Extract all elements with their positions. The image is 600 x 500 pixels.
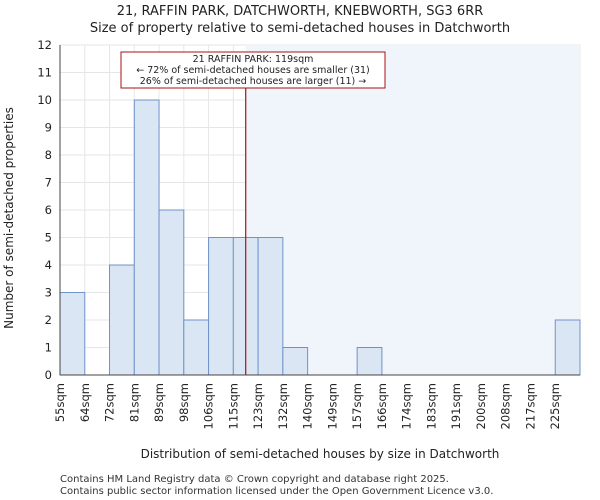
y-tick-label: 10 xyxy=(37,93,52,107)
bar-89sqm xyxy=(158,209,185,376)
x-tick-label: 157sqm xyxy=(350,383,364,429)
y-tick-label: 3 xyxy=(45,286,52,300)
bar-225sqm xyxy=(554,319,581,376)
bar-72sqm xyxy=(109,264,135,376)
y-tick-label: 5 xyxy=(45,231,52,245)
chart-title-line2: Size of property relative to semi-detach… xyxy=(90,21,510,36)
annotation-line2: ← 72% of semi-detached houses are smalle… xyxy=(136,65,370,76)
x-tick-label: 166sqm xyxy=(375,383,389,429)
x-tick-label: 191sqm xyxy=(449,383,463,429)
x-tick-label: 132sqm xyxy=(276,383,290,429)
x-tick-label: 183sqm xyxy=(424,383,438,429)
x-tick-label: 200sqm xyxy=(474,383,488,429)
x-tick-label: 140sqm xyxy=(301,383,315,429)
y-tick-label: 0 xyxy=(45,368,52,382)
y-axis-label: Number of semi-detached properties xyxy=(2,107,16,329)
x-tick-label: 149sqm xyxy=(325,383,339,429)
y-tick-label: 8 xyxy=(45,148,52,162)
x-tick-label: 81sqm xyxy=(127,383,141,422)
bar-98sqm xyxy=(183,319,210,376)
x-tick-label: 174sqm xyxy=(400,383,414,429)
annotation-frame xyxy=(120,51,386,89)
bar-55sqm xyxy=(59,292,86,376)
bar-132sqm xyxy=(282,347,309,376)
chart-title-line1: 21, RAFFIN PARK, DATCHWORTH, KNEBWORTH, … xyxy=(117,4,484,19)
bars-layer xyxy=(59,99,581,376)
shade-layer xyxy=(245,45,580,375)
annotation-box: 21 RAFFIN PARK: 119sqm ← 72% of semi-det… xyxy=(120,51,386,89)
x-tick-label: 72sqm xyxy=(103,383,117,422)
x-tick-label: 98sqm xyxy=(177,383,191,422)
footer-line2: Contains public sector information licen… xyxy=(60,486,493,497)
x-axis-label: Distribution of semi-detached houses by … xyxy=(141,447,500,461)
x-tick-label: 208sqm xyxy=(499,383,513,429)
x-tick-label: 64sqm xyxy=(78,383,92,422)
y-tick-label: 7 xyxy=(45,176,52,190)
bar-106sqm xyxy=(208,237,234,376)
y-tick-label: 11 xyxy=(37,66,52,80)
footer-line1: Contains HM Land Registry data © Crown c… xyxy=(60,474,449,485)
y-tick-label: 9 xyxy=(45,121,52,135)
y-tick-label: 2 xyxy=(45,313,52,327)
x-tick-label: 115sqm xyxy=(226,383,240,429)
x-tick-label: 123sqm xyxy=(251,383,265,429)
bar-123sqm xyxy=(257,237,284,376)
x-tick-label: 217sqm xyxy=(523,383,537,429)
annotation-line3: 26% of semi-detached houses are larger (… xyxy=(140,76,367,87)
y-tick-label: 4 xyxy=(45,258,52,272)
bar-81sqm xyxy=(133,99,160,376)
x-tick-label: 225sqm xyxy=(548,383,562,429)
highlight-region xyxy=(245,45,580,375)
y-tick-label: 6 xyxy=(45,203,52,217)
annotation-line1: 21 RAFFIN PARK: 119sqm xyxy=(193,54,314,65)
x-tick-label: 89sqm xyxy=(152,383,166,422)
x-tick-label: 55sqm xyxy=(53,383,67,422)
y-tick-label: 12 xyxy=(37,38,52,52)
y-tick-label: 1 xyxy=(45,341,52,355)
x-tick-label: 106sqm xyxy=(202,383,216,429)
bar-157sqm xyxy=(356,347,383,376)
